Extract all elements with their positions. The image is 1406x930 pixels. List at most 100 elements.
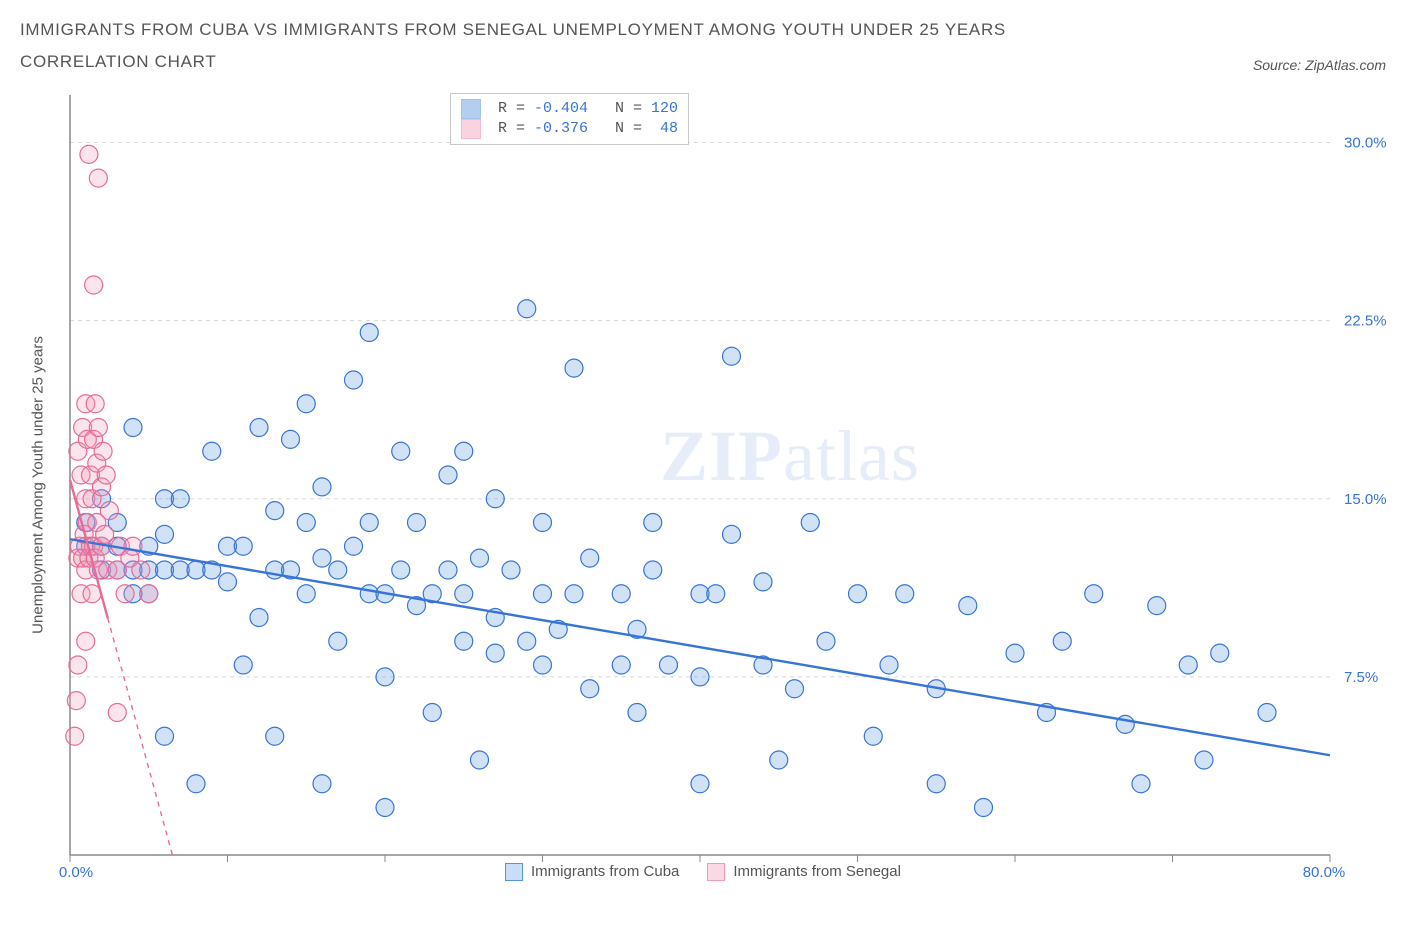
data-point (644, 513, 662, 531)
stats-swatch (461, 99, 481, 119)
data-point (786, 679, 804, 697)
data-point (707, 584, 725, 602)
data-point (1211, 644, 1229, 662)
stats-swatch (461, 119, 481, 139)
y-tick-label: 30.0% (1344, 134, 1386, 151)
data-point (1258, 703, 1276, 721)
data-point (376, 798, 394, 816)
data-point (124, 418, 142, 436)
data-point (455, 584, 473, 602)
data-point (691, 774, 709, 792)
data-point (581, 679, 599, 697)
data-point (471, 549, 489, 567)
data-point (100, 501, 118, 519)
data-point (927, 774, 945, 792)
chart-container: Unemployment Among Youth under 25 years … (20, 85, 1386, 885)
data-point (628, 703, 646, 721)
data-point (1195, 751, 1213, 769)
data-point (1006, 644, 1024, 662)
data-point (817, 632, 835, 650)
source-label: Source: ZipAtlas.com (1253, 57, 1386, 73)
data-point (313, 774, 331, 792)
data-point (187, 774, 205, 792)
data-point (565, 359, 583, 377)
trend-line (70, 539, 1330, 755)
data-point (69, 656, 87, 674)
data-point (124, 537, 142, 555)
data-point (97, 466, 115, 484)
watermark: ZIPatlas (660, 415, 920, 498)
data-point (297, 584, 315, 602)
data-point (770, 751, 788, 769)
data-point (234, 537, 252, 555)
data-point (156, 525, 174, 543)
data-point (975, 798, 993, 816)
data-point (423, 703, 441, 721)
data-point (959, 596, 977, 614)
data-point (297, 513, 315, 531)
data-point (723, 525, 741, 543)
data-point (250, 608, 268, 626)
data-point (132, 561, 150, 579)
data-point (345, 371, 363, 389)
data-point (455, 632, 473, 650)
data-point (896, 584, 914, 602)
stats-box: R = -0.404 N = 120 R = -0.376 N = 48 (450, 93, 689, 145)
data-point (565, 584, 583, 602)
data-point (313, 549, 331, 567)
data-point (66, 727, 84, 745)
y-tick-label: 22.5% (1344, 312, 1386, 329)
data-point (581, 549, 599, 567)
data-point (486, 644, 504, 662)
x-tick-label: 0.0% (59, 864, 93, 881)
stats-row: R = -0.376 N = 48 (461, 119, 678, 139)
data-point (89, 169, 107, 187)
data-point (534, 584, 552, 602)
data-point (392, 442, 410, 460)
data-point (85, 276, 103, 294)
data-point (156, 727, 174, 745)
data-point (455, 442, 473, 460)
data-point (1148, 596, 1166, 614)
data-point (849, 584, 867, 602)
data-point (723, 347, 741, 365)
data-point (219, 572, 237, 590)
y-axis-label: Unemployment Among Youth under 25 years (30, 336, 47, 634)
y-tick-label: 7.5% (1344, 668, 1378, 685)
data-point (108, 703, 126, 721)
data-point (266, 727, 284, 745)
data-point (660, 656, 678, 674)
data-point (439, 466, 457, 484)
x-tick-label: 80.0% (1303, 864, 1346, 881)
data-point (67, 691, 85, 709)
data-point (801, 513, 819, 531)
data-point (203, 442, 221, 460)
data-point (250, 418, 268, 436)
data-point (644, 561, 662, 579)
data-point (518, 632, 536, 650)
data-point (329, 632, 347, 650)
data-point (691, 667, 709, 685)
data-point (86, 394, 104, 412)
data-point (140, 584, 158, 602)
data-point (94, 442, 112, 460)
data-point (534, 513, 552, 531)
data-point (754, 572, 772, 590)
data-point (171, 489, 189, 507)
data-point (1053, 632, 1071, 650)
data-point (116, 584, 134, 602)
data-point (1085, 584, 1103, 602)
data-point (89, 418, 107, 436)
data-point (502, 561, 520, 579)
data-point (408, 513, 426, 531)
data-point (297, 394, 315, 412)
data-point (486, 489, 504, 507)
data-point (612, 656, 630, 674)
data-point (345, 537, 363, 555)
data-point (266, 501, 284, 519)
data-point (329, 561, 347, 579)
data-point (96, 525, 114, 543)
data-point (376, 667, 394, 685)
y-tick-label: 15.0% (1344, 490, 1386, 507)
data-point (77, 632, 95, 650)
